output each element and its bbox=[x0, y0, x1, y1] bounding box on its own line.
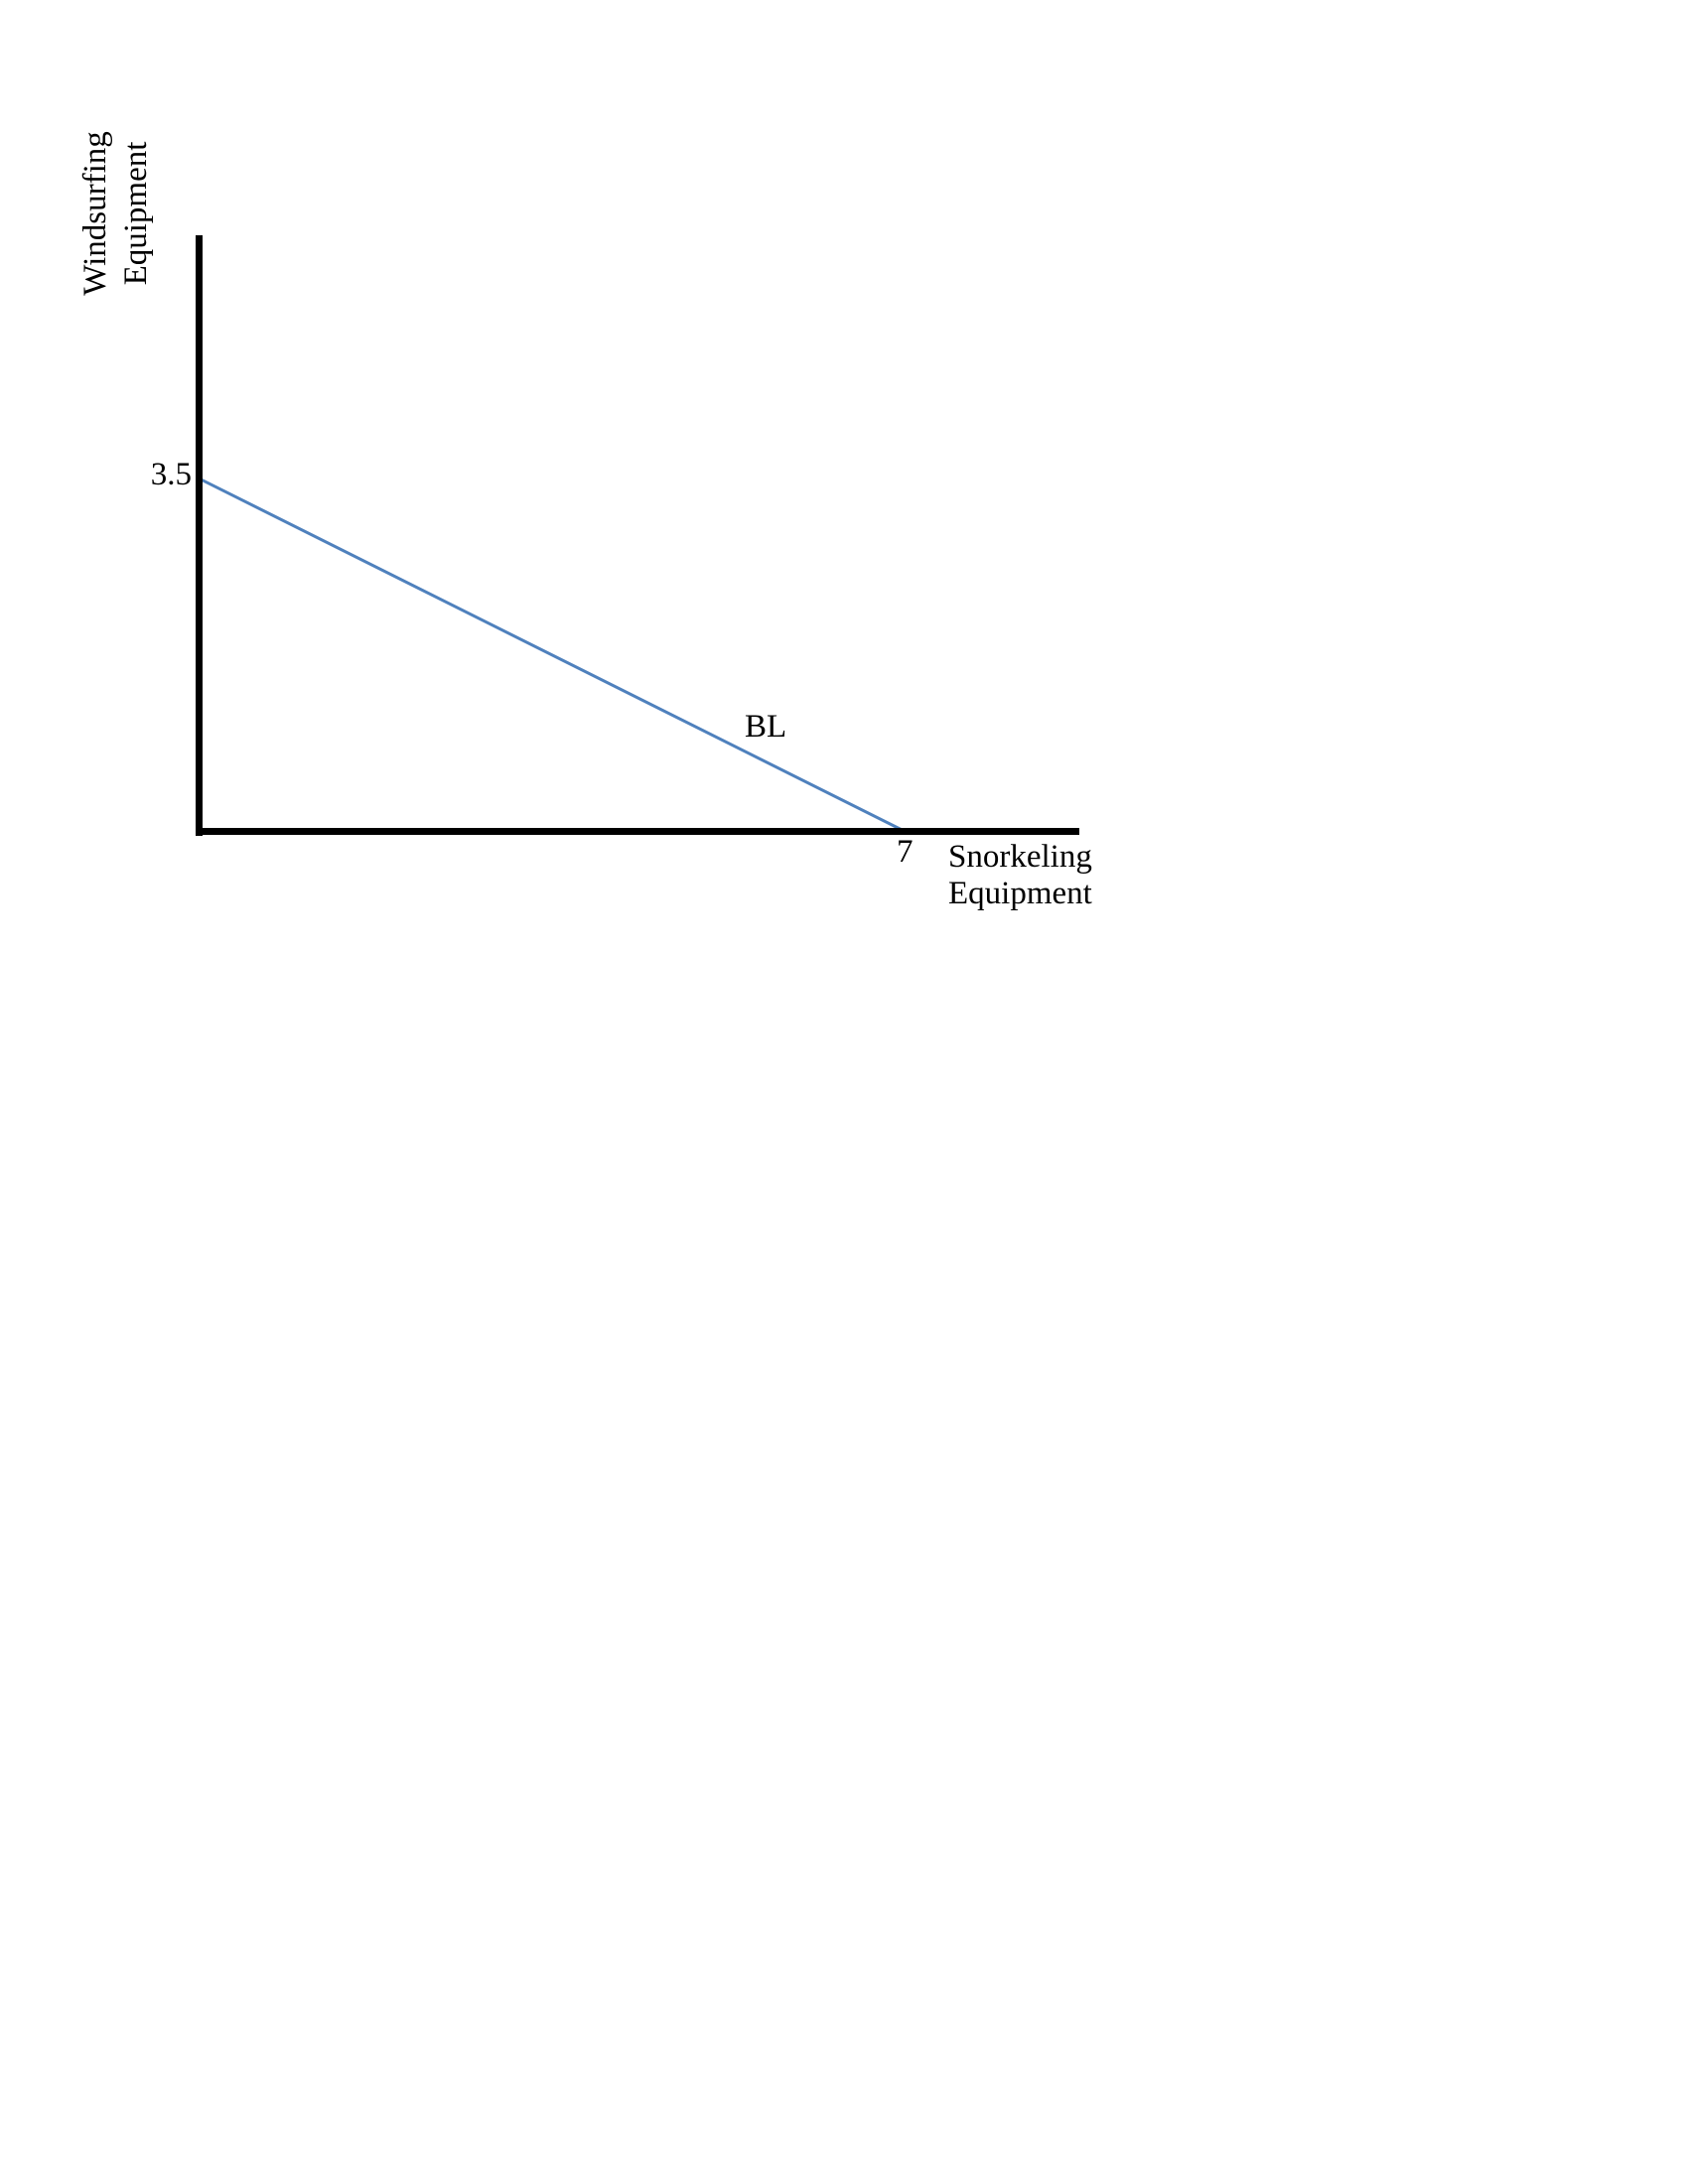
x-axis-title-line2: Equipment bbox=[948, 876, 1092, 911]
y-axis bbox=[196, 235, 203, 836]
x-axis-title: Snorkeling Equipment bbox=[948, 839, 1092, 912]
x-axis-title-line1: Snorkeling bbox=[948, 839, 1092, 875]
x-axis bbox=[196, 828, 1079, 835]
y-intercept-tick-label: 3.5 bbox=[150, 457, 192, 492]
budget-line-label: BL bbox=[745, 709, 787, 745]
x-intercept-tick-label: 7 bbox=[897, 834, 914, 870]
budget-line bbox=[201, 478, 907, 833]
